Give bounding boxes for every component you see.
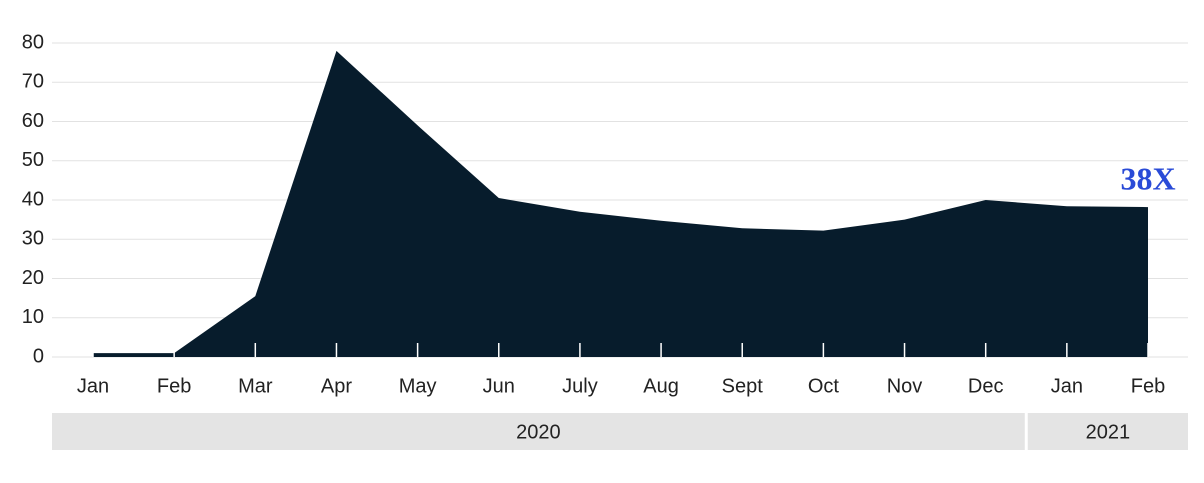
y-tick-label: 70	[22, 71, 44, 93]
x-tick-label: Mar	[238, 375, 273, 397]
y-tick-label: 50	[22, 149, 44, 171]
y-tick-label: 40	[22, 188, 44, 210]
x-tick-label: Aug	[643, 375, 679, 397]
group-band	[1027, 413, 1188, 450]
x-tick-label: Nov	[887, 375, 923, 397]
y-tick-label: 30	[22, 228, 44, 250]
x-tick-label: May	[399, 375, 437, 397]
x-tick-label: Feb	[157, 375, 191, 397]
group-label: 2020	[516, 421, 561, 443]
y-tick-label: 80	[22, 31, 44, 53]
x-tick-label: Sept	[722, 375, 764, 397]
x-tick-label: Jan	[1051, 375, 1083, 397]
group-label: 2021	[1086, 421, 1131, 443]
x-tick-label: July	[562, 375, 598, 397]
x-tick-label: Dec	[968, 375, 1004, 397]
y-tick-label: 60	[22, 110, 44, 132]
x-tick-label: Feb	[1131, 375, 1165, 397]
annotation: 38X	[1120, 160, 1175, 196]
group-band	[52, 413, 1025, 450]
x-tick-label: Apr	[321, 375, 352, 397]
y-tick-label: 10	[22, 306, 44, 328]
x-tick-label: Jan	[77, 375, 109, 397]
area	[93, 50, 1148, 357]
x-tick-label: Jun	[483, 375, 515, 397]
x-tick-label: Oct	[808, 375, 840, 397]
y-tick-label: 0	[33, 345, 44, 367]
y-tick-label: 20	[22, 267, 44, 289]
